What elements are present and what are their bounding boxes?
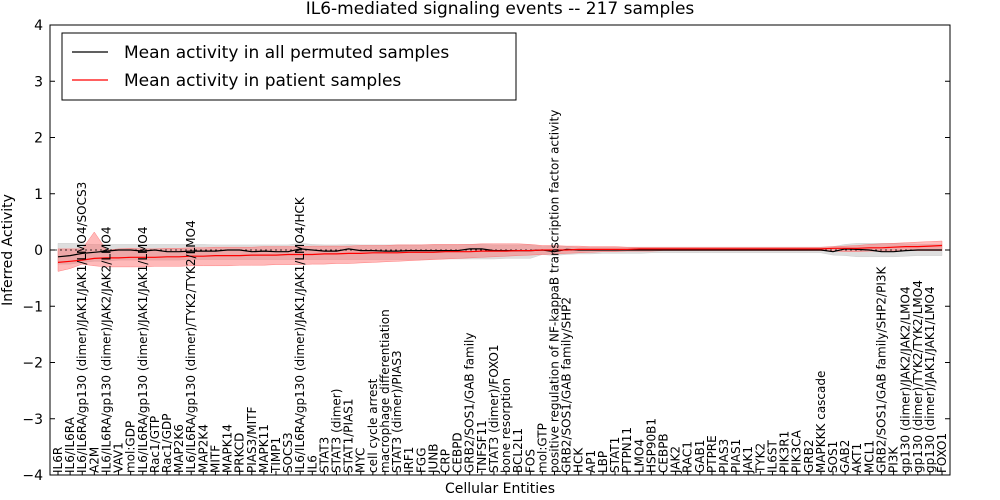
x-tick-label: HCK [572, 447, 586, 473]
x-tick-label: MAP2K4 [196, 424, 210, 473]
x-tick-label: TYK2 [753, 443, 767, 474]
y-tick-label: 1 [34, 187, 43, 203]
patient-mean-line [57, 244, 943, 263]
x-tick-label: STAT1/PIAS1 [342, 398, 356, 473]
x-tick-label: HSP90B1 [644, 418, 658, 473]
x-tick-label: MAPK14 [221, 424, 235, 473]
y-tick-label: 3 [34, 74, 43, 90]
x-tick-label: PIAS3 [717, 439, 731, 473]
x-tick-label: MAPK11 [257, 424, 271, 473]
x-tick-label: TNFSF11 [475, 420, 489, 474]
chart-title: IL6-mediated signaling events -- 217 sam… [306, 0, 695, 19]
x-tick-label: IL6R [51, 447, 65, 473]
x-tick-label: AP1 [584, 450, 598, 473]
x-tick-label: LBP [596, 451, 610, 473]
x-tick-label: IL6ST [766, 440, 780, 473]
x-tick-label: STAT3 [317, 437, 331, 473]
x-tick-label: CEBPB [657, 433, 671, 473]
x-tick-label: STAT3 (dimer)/PIAS3 [390, 350, 404, 473]
x-tick-label: MITF [208, 445, 222, 473]
x-tick-label: IL6/IL6RA/gp130 (dimer)/JAK1/JAK1/LMO4/S… [75, 182, 89, 473]
x-tick-label: SOS1 [826, 441, 840, 473]
x-tick-label: CRP [439, 449, 453, 473]
legend-label-permuted: Mean activity in all permuted samples [124, 43, 449, 63]
legend-label-patient: Mean activity in patient samples [124, 71, 401, 91]
x-tick-label: positive regulation of NF-kappaB transcr… [548, 110, 562, 473]
x-tick-label: MYC [354, 448, 368, 473]
x-tick-label: PTPRE [705, 435, 719, 473]
x-tick-label: IL6/IL6RA/gp130 (dimer)/JAK1/JAK1/LMO4 [136, 227, 150, 473]
x-tick-label: FGG [414, 448, 428, 474]
x-tick-label: BCL2L1 [511, 428, 525, 473]
x-tick-label: PIK3R1 [778, 431, 792, 473]
x-tick-label: STAT1 [608, 437, 622, 473]
x-tick-label: MAP2K6 [172, 424, 186, 473]
y-tick-label: −1 [22, 299, 43, 315]
x-tick-label: PRKCD [233, 433, 247, 473]
legend-box [61, 32, 517, 101]
x-tick-label: macrophage differentiation [378, 309, 392, 473]
x-tick-label: IL6/IL6RA/gp130 (dimer)/JAK1/JAK1/LMO4/H… [293, 196, 307, 473]
x-tick-label: cell cycle arrest [366, 378, 380, 473]
x-tick-label: RAC1 [681, 441, 695, 473]
x-tick-label: JAK1 [741, 446, 755, 474]
x-tick-label: TIMP1 [269, 437, 283, 474]
x-tick-label: A2M [87, 447, 101, 473]
x-tick-label: MAPKKK cascade [814, 371, 828, 473]
y-tick-label: −2 [22, 356, 43, 372]
x-tick-label: GAB1 [693, 440, 707, 473]
x-tick-label: Rac1/GTP [148, 416, 162, 473]
x-tick-label: CEBPD [451, 432, 465, 473]
x-tick-label: PIK3CA [790, 429, 804, 473]
y-tick-label: 0 [34, 243, 43, 259]
x-tick-label: FOS [523, 449, 537, 473]
y-axis: −4 −3 −2 −1 0 1 2 3 4 [22, 18, 950, 484]
x-tick-label: IL6/IL6RA [63, 416, 77, 473]
x-tick-label: VAV1 [112, 442, 126, 473]
x-tick-label: IRF1 [402, 447, 416, 473]
x-axis-label: Cellular Entities [445, 481, 555, 497]
x-tick-label: GAB2 [838, 440, 852, 473]
x-tick-label: STAT3 (dimer) [330, 389, 344, 473]
x-tick-label: mol:GDP [124, 421, 138, 473]
y-tick-label: −4 [22, 468, 43, 484]
x-tick-label: JUNB [426, 443, 440, 474]
x-tick-label: PTPN11 [620, 427, 634, 473]
x-tick-label: Rac1/GDP [160, 414, 174, 473]
x-tick-label: LMO4 [632, 439, 646, 473]
x-tick-label: FOXO1 [935, 433, 949, 473]
x-tick-label: gp130 (dimer)/TYK2/TYK2/LMO4 [911, 280, 925, 473]
x-tick-label: AKT1 [850, 443, 864, 473]
y-axis-label: Inferred Activity [0, 194, 16, 306]
x-tick-label: gp130 (dimer)/JAK1/JAK1/LMO4 [923, 286, 937, 473]
x-tick-label: GRB2 [802, 439, 816, 473]
legend: Mean activity in all permuted samples Me… [61, 32, 517, 101]
x-tick-label: mol:GTP [535, 423, 549, 473]
y-tick-label: 2 [34, 131, 43, 147]
x-tick-label: MCL1 [862, 440, 876, 473]
y-tick-label: −3 [22, 412, 43, 428]
x-tick-label: GRB2/SOS1/GAB family/SHP2 [560, 297, 574, 473]
x-tick-label: GRB2/SOS1/GAB family/SHP2/PI3K [875, 265, 889, 473]
x-tick-label: GRB2/SOS1/GAB family [463, 333, 477, 474]
series-lines [57, 244, 943, 263]
x-tick-label: PIAS1 [729, 439, 743, 473]
x-tick-label: PIAS3/MITF [245, 406, 259, 473]
x-tick-label: IL6 [305, 455, 319, 473]
x-tick-label: bone resorption [499, 378, 513, 473]
x-tick-label: STAT3 (dimer)/FOXO1 [487, 344, 501, 473]
x-tick-label: JAK2 [669, 446, 683, 474]
x-tick-label: IL6/IL6RA/gp130 (dimer)/TYK2/TYK2/LMO4 [184, 220, 198, 473]
y-tick-label: 4 [34, 18, 43, 34]
x-tick-label: PI3K [887, 446, 901, 473]
x-tick-label: SOCS3 [281, 432, 295, 473]
x-tick-label: gp130 (dimer)/JAK2/JAK2/LMO4 [899, 286, 913, 473]
x-tick-label: IL6/IL6RA/gp130 (dimer)/JAK2/JAK2/LMO4 [99, 227, 113, 473]
